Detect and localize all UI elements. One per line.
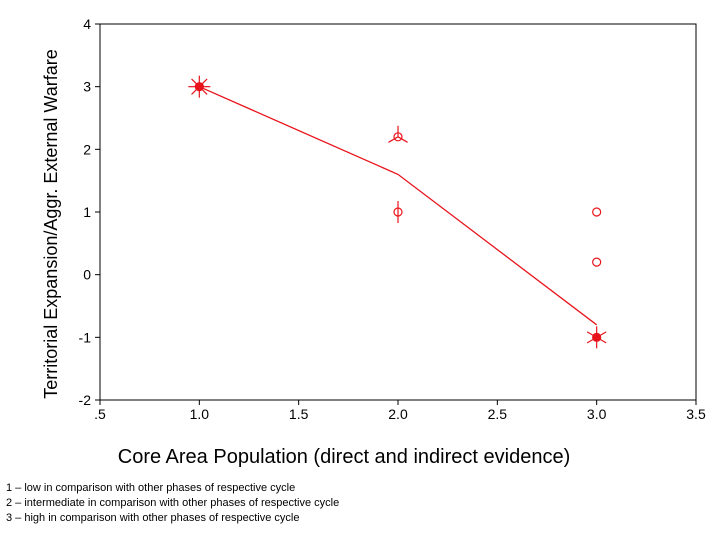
y-tick-label: 3 xyxy=(83,79,91,95)
y-axis-label: Territorial Expansion/Aggr. External War… xyxy=(41,49,61,398)
fit-line xyxy=(199,86,598,326)
data-point xyxy=(388,125,408,143)
y-tick-label: -1 xyxy=(79,329,92,345)
x-tick-label: 2.0 xyxy=(388,406,408,422)
x-tick-label: 3.0 xyxy=(587,406,607,422)
y-tick-label: -2 xyxy=(79,392,92,408)
footnote-2: 2 – intermediate in comparison with othe… xyxy=(6,497,340,509)
fit-line-group xyxy=(199,86,598,326)
point-petal xyxy=(198,86,208,95)
point-petal xyxy=(388,136,399,143)
footnotes: 1 – low in comparison with other phases … xyxy=(6,481,339,526)
y-axis: -2 -1 0 1 2 3 4 xyxy=(79,16,100,408)
data-point xyxy=(592,257,602,267)
point-marker xyxy=(592,207,602,217)
x-tick-label: 1.5 xyxy=(289,406,309,422)
point-petal xyxy=(191,86,200,95)
point-petal xyxy=(191,78,200,88)
y-tick-label: 2 xyxy=(83,141,91,157)
point-marker xyxy=(592,257,602,267)
data-points xyxy=(188,75,607,349)
data-point xyxy=(586,326,607,349)
y-tick-label: 1 xyxy=(83,204,91,220)
x-tick-label: 2.5 xyxy=(488,406,508,422)
data-point xyxy=(188,75,211,98)
x-axis: .5 1.0 1.5 2.0 2.5 3.0 3.5 xyxy=(94,400,706,422)
y-tick-label: 4 xyxy=(83,16,91,32)
data-point xyxy=(592,207,602,217)
y-tick-label: 0 xyxy=(83,267,91,283)
point-petal xyxy=(586,331,597,338)
footnote-1: 1 – low in comparison with other phases … xyxy=(6,482,296,494)
point-petal xyxy=(596,331,607,338)
x-tick-label: .5 xyxy=(94,406,106,422)
data-point xyxy=(393,201,403,223)
x-tick-label: 1.0 xyxy=(190,406,210,422)
point-petal xyxy=(596,336,607,344)
x-tick-label: 3.5 xyxy=(686,406,706,422)
footnote-3: 3 – high in comparison with other phases… xyxy=(6,512,300,524)
x-axis-label: Core Area Population (direct and indirec… xyxy=(118,446,570,468)
point-petal xyxy=(397,136,408,143)
scatter-chart: .5 1.0 1.5 2.0 2.5 3.0 3.5 -2 -1 0 1 2 3 4 Core Area… xyxy=(41,16,706,468)
point-petal xyxy=(198,78,208,88)
point-petal xyxy=(586,336,597,344)
